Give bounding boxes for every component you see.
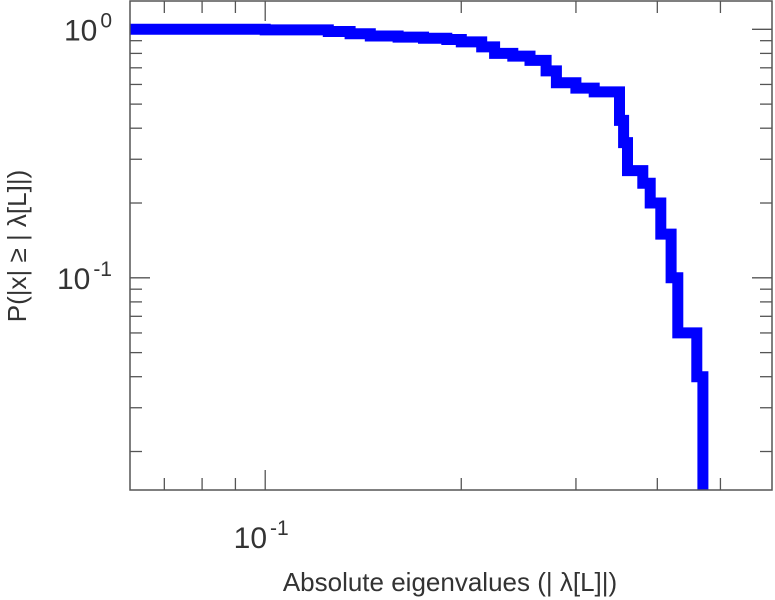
x-tick-label: 10 -1: [234, 517, 289, 555]
tick-labels: 10 -1 10 0 10 -1: [57, 9, 289, 555]
plot-frame: [129, 0, 773, 491]
y-axis-title: P(|x| ≥ | λ[L]|): [2, 170, 32, 323]
x-axis-title: Absolute eigenvalues (| λ[L]|): [283, 567, 617, 597]
y-tick-label: 10 0: [64, 9, 112, 47]
y-tick-label: 10 -1: [57, 258, 112, 296]
series-line: [130, 23, 709, 490]
